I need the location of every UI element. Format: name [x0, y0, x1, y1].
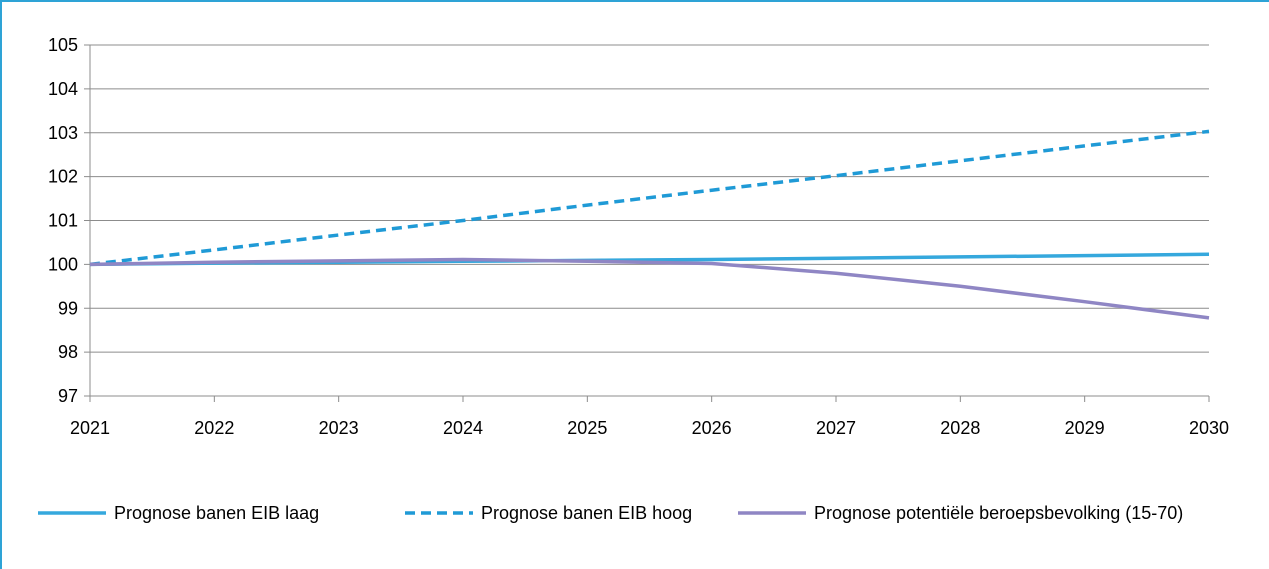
x-tick-label: 2023	[319, 418, 359, 438]
y-tick-labels: 97 98 99 100 101 102 103 104 105	[48, 35, 78, 406]
series-lines	[89, 129, 1210, 320]
x-tick-label: 2029	[1065, 418, 1105, 438]
y-tick-label: 97	[58, 386, 78, 406]
axes	[84, 44, 1210, 402]
x-tick-label: 2028	[940, 418, 980, 438]
x-tick-labels: 2021 2022 2023 2024 2025 2026 2027 2028 2029 2030	[70, 418, 1229, 438]
y-tick-label: 105	[48, 35, 78, 55]
x-tick-label: 2022	[194, 418, 234, 438]
series-line-2	[89, 129, 1210, 267]
y-tick-label: 100	[48, 254, 78, 274]
gridlines	[90, 44, 1209, 353]
x-tick-label: 2026	[692, 418, 732, 438]
x-tick-label: 2027	[816, 418, 856, 438]
legend-label: Prognose banen EIB laag	[114, 503, 319, 523]
legend: Prognose banen EIB laag Prognose banen EI…	[38, 503, 1183, 523]
legend-label: Prognose banen EIB hoog	[481, 503, 692, 523]
x-tick-label: 2025	[567, 418, 607, 438]
series-line-3	[89, 257, 1210, 320]
legend-label: Prognose potentiële beroepsbevolking (15…	[814, 503, 1183, 523]
x-tick-label: 2024	[443, 418, 483, 438]
x-tick-label: 2030	[1189, 418, 1229, 438]
y-tick-label: 101	[48, 211, 78, 231]
y-tick-label: 102	[48, 167, 78, 187]
y-tick-label: 103	[48, 123, 78, 143]
x-tick-label: 2021	[70, 418, 110, 438]
y-tick-label: 99	[58, 298, 78, 318]
y-tick-label: 104	[48, 79, 78, 99]
y-tick-label: 98	[58, 342, 78, 362]
